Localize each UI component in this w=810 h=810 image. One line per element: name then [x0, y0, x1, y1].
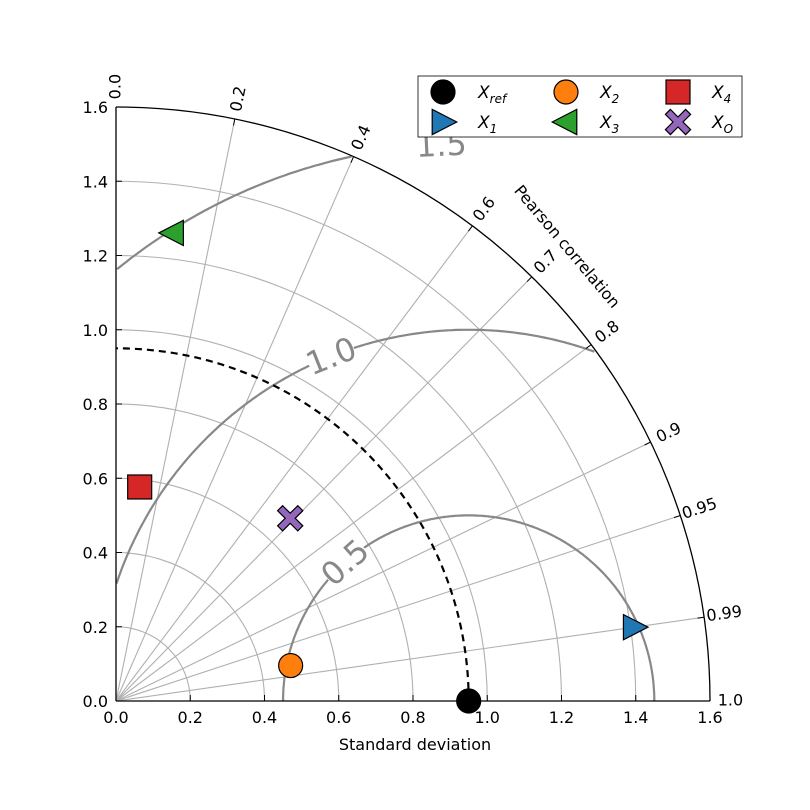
correlation-tick-label: 0.0 [106, 74, 125, 99]
data-point-x3 [157, 219, 184, 247]
correlation-tick-label: 0.7 [530, 246, 561, 277]
legend-label-xo: XO [711, 113, 733, 136]
rms-label-background [317, 535, 373, 590]
y-tick-label: 1.4 [83, 172, 108, 191]
reference-std-arc [115, 347, 470, 702]
legend-label-xref: Xref [477, 83, 508, 106]
y-tick-label: 0.0 [83, 692, 108, 711]
outer-arc [115, 106, 711, 702]
y-tick-label: 1.2 [83, 247, 108, 266]
data-point-xo [276, 504, 304, 532]
data-point-x2 [278, 652, 304, 679]
correlation-grid-line [115, 344, 592, 702]
correlation-tick-mark [673, 515, 681, 519]
correlation-tick-mark [697, 616, 705, 619]
std-grid-arc [115, 551, 266, 702]
data-point-xref [456, 688, 482, 714]
correlation-tick-label: 0.95 [679, 494, 719, 523]
correlation-tick-mark [526, 276, 533, 282]
x-tick-label: 1.2 [549, 708, 574, 727]
correlation-tick-mark [467, 225, 473, 232]
legend-marker-x2 [553, 79, 579, 105]
legend-marker-x3 [550, 108, 578, 136]
rms-contour-label: 1.0 [301, 329, 362, 383]
y-tick-label: 1.6 [83, 98, 108, 117]
rms-label-background [303, 333, 360, 379]
rms-contour-line [116, 155, 352, 270]
correlation-tick-label: 0.4 [347, 122, 375, 153]
legend-marker-xref [430, 79, 456, 105]
x-tick-label: 1.0 [475, 708, 500, 727]
correlation-grid-line [115, 156, 355, 702]
correlation-tick-label: 0.9 [653, 418, 684, 446]
correlation-grid-line [115, 515, 681, 702]
x-axis-title: Standard deviation [339, 735, 491, 754]
correlation-tick-mark [232, 118, 236, 126]
std-grid-arc [115, 477, 340, 702]
correlation-tick-label: 0.99 [705, 601, 743, 625]
correlation-tick-mark [350, 156, 355, 163]
rms-contour-line [115, 328, 595, 584]
std-grid-arc [115, 329, 488, 702]
legend-marker-x1 [431, 108, 459, 136]
grid-lines [115, 118, 705, 702]
correlation-tick-mark [585, 344, 592, 350]
x-tick-label: 1.6 [697, 708, 722, 727]
y-tick-label: 0.6 [83, 469, 108, 488]
correlation-grid-line [115, 118, 236, 702]
data-points [127, 219, 650, 714]
x-tick-label: 1.4 [623, 708, 648, 727]
data-point-x1 [622, 613, 650, 641]
correlation-tick-mark [644, 441, 651, 446]
correlation-grid-line [115, 276, 533, 702]
legend: Xref X1 X2 X3 X4 XO [417, 75, 743, 138]
correlation-grid-line [115, 616, 705, 702]
x-tick-label: 0.6 [326, 708, 351, 727]
std-grid-arc [115, 403, 414, 702]
std-grid-arc [115, 254, 563, 702]
legend-label-x2: X2 [599, 83, 619, 106]
correlation-tick-label: 1.0 [718, 691, 743, 710]
y-tick-label: 0.4 [83, 544, 108, 563]
legend-label-x4: X4 [711, 83, 731, 106]
y-tick-label: 1.0 [83, 321, 108, 340]
x-tick-label: 0.0 [103, 708, 128, 727]
rms-contours: 0.51.01.5 [115, 125, 656, 702]
x-tick-label: 0.4 [252, 708, 277, 727]
correlation-tick-label: 0.6 [469, 193, 499, 225]
y-tick-label: 0.8 [83, 395, 108, 414]
x-tick-label: 0.8 [400, 708, 425, 727]
rms-contour-line [282, 514, 656, 701]
correlation-tick-label: 0.8 [591, 316, 623, 346]
correlation-tick-label: 0.2 [226, 84, 250, 113]
correlation-grid-line [115, 225, 473, 702]
legend-marker-x4 [665, 79, 691, 105]
std-grid-arc [115, 180, 637, 702]
x-tick-label: 0.2 [178, 708, 203, 727]
legend-marker-xo [664, 108, 692, 136]
y-tick-label: 0.2 [83, 618, 108, 637]
data-point-x4 [127, 474, 153, 500]
correlation-axis-title: Pearson correlation [510, 181, 624, 312]
correlation-grid-line [115, 441, 651, 702]
legend-box [417, 75, 743, 138]
legend-label-x3: X3 [599, 113, 619, 136]
plot-frame [115, 106, 711, 702]
legend-label-x1: X1 [477, 113, 497, 136]
